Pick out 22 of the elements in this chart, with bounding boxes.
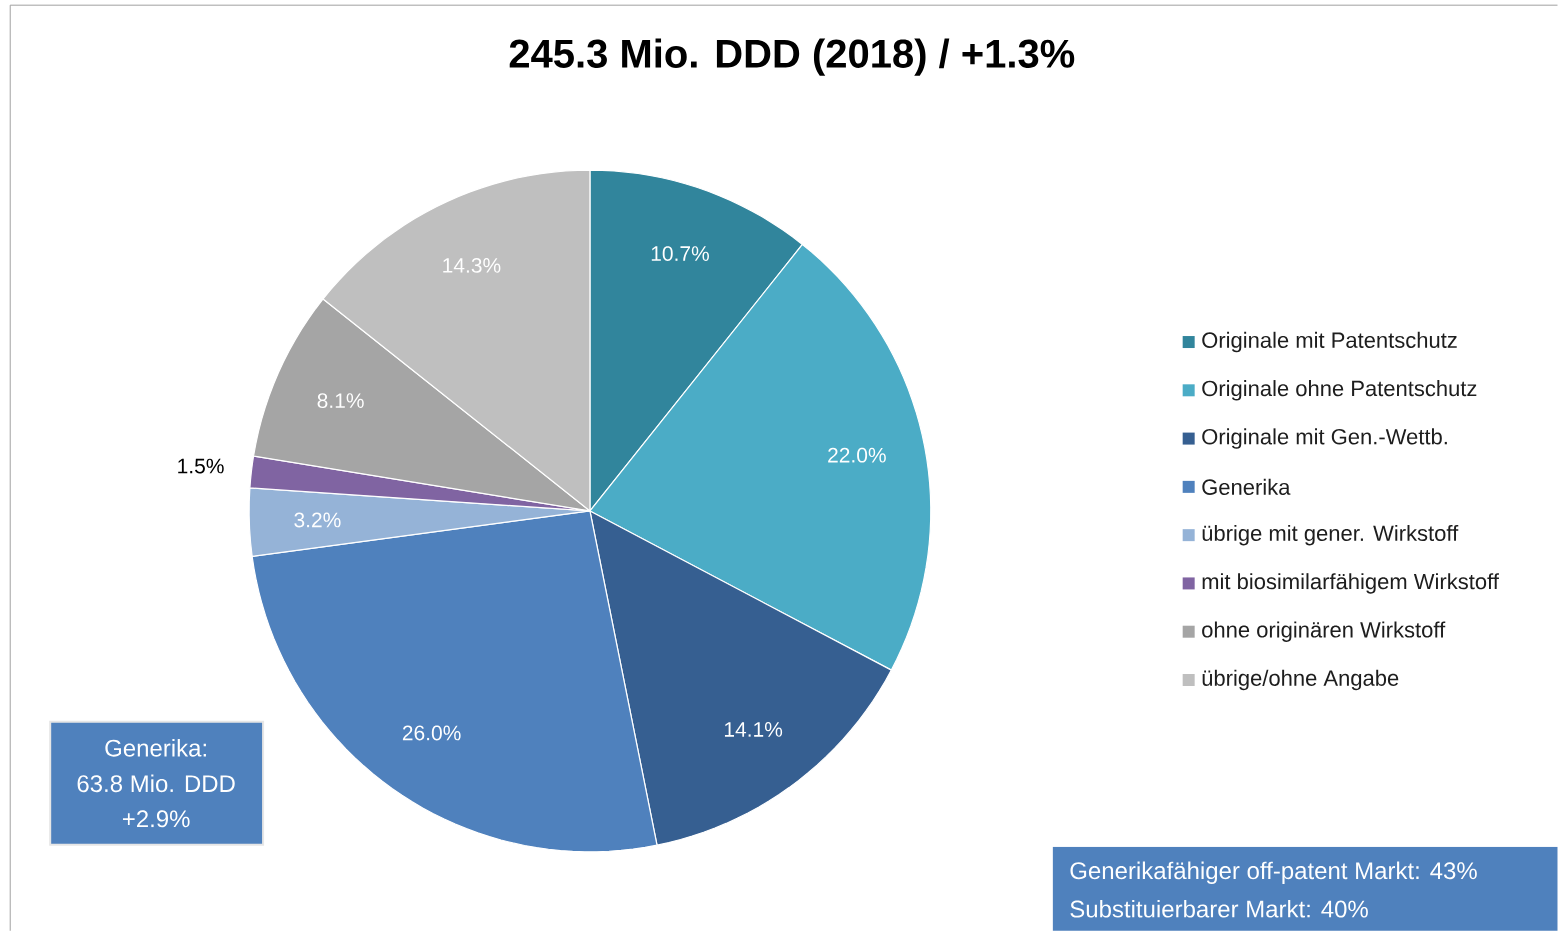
legend-label: Originale mit Patentschutz <box>1202 331 1457 353</box>
data-label: 8.1% <box>317 393 364 408</box>
legend-label: Originale mit Gen.-Wettb. <box>1202 428 1447 449</box>
legend-label: Generika <box>1202 478 1291 495</box>
legend-label: übrige mit gener. Wirkstoff <box>1202 524 1459 546</box>
chart-title: 245.3 Mio. DDD (2018) / +1.3% <box>509 38 1075 76</box>
text: Substituierbarer Markt: 40% <box>1070 899 1368 918</box>
data-label: 1.5% <box>178 458 224 474</box>
text: Generikafähiger off-patent Markt: 43% <box>1070 861 1477 884</box>
legend-label: mit biosimilarfähigem Wirkstoff <box>1202 573 1499 594</box>
legend-label: übrige/ohne Angabe <box>1202 669 1399 691</box>
text: 63.8 Mio. DDD <box>77 774 235 793</box>
data-label: 3.2% <box>294 512 341 528</box>
data-label: 26.0% <box>402 725 461 741</box>
legend-label: Originale ohne Patentschutz <box>1202 379 1477 401</box>
data-label: 14.3% <box>443 257 501 273</box>
text: +2.9% <box>122 810 190 828</box>
data-label: 14.1% <box>724 721 783 737</box>
legend-label: ohne originären Wirkstoff <box>1202 621 1446 642</box>
text: Generika: <box>105 738 206 757</box>
data-label: 10.7% <box>651 246 709 261</box>
data-label: 22.0% <box>828 447 886 463</box>
